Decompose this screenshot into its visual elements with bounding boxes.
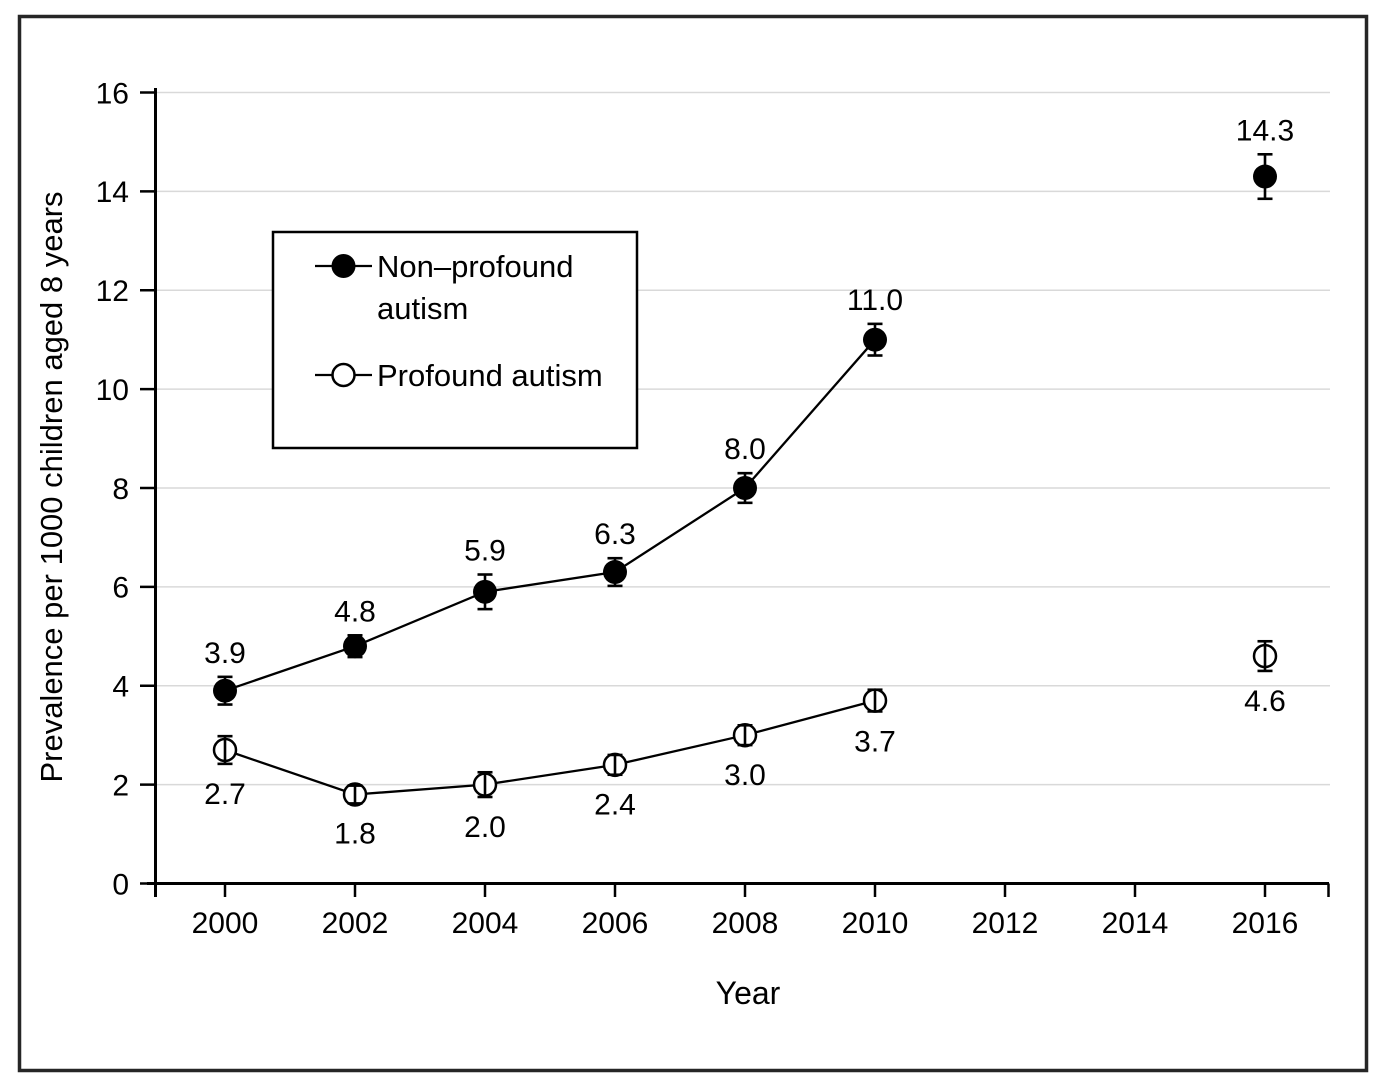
series-line-non-profound [224, 338, 876, 692]
data-label-profound-2004: 2.0 [464, 811, 506, 844]
series-line-profound [224, 699, 876, 796]
data-label-non-profound-2008: 8.0 [724, 433, 766, 466]
y-tick-label-0: 0 [112, 868, 129, 901]
marker-non-profound-2006 [603, 560, 627, 585]
legend-marker-profound [331, 362, 356, 388]
marker-non-profound-2002 [343, 634, 367, 659]
marker-non-profound-2004 [473, 579, 497, 604]
legend: Non–profound autism Profound autism [271, 230, 639, 450]
data-label-profound-2006: 2.4 [594, 789, 636, 822]
marker-non-profound-2008 [733, 476, 757, 500]
legend-marker-non-profound [331, 254, 356, 278]
x-tick-label-2002: 2002 [322, 907, 389, 940]
x-tick-label-2008: 2008 [712, 907, 779, 940]
y-tick-label-16: 16 [96, 77, 129, 110]
y-tick-labels: 0 2 4 6 8 10 12 14 16 [96, 77, 129, 901]
y-tick-label-12: 12 [96, 275, 129, 308]
data-label-profound-2002: 1.8 [334, 817, 376, 850]
series-non-profound: 3.9 4.8 5.9 6.3 8.0 11.0 14.3 [204, 114, 1294, 706]
y-tick-label-4: 4 [112, 671, 129, 704]
x-tick-label-2006: 2006 [582, 907, 649, 940]
y-tick-label-8: 8 [112, 473, 129, 506]
data-label-non-profound-2000: 3.9 [204, 637, 246, 670]
x-tick-label-2014: 2014 [1102, 907, 1169, 940]
x-tick-label-2010: 2010 [842, 907, 909, 940]
marker-non-profound-2000 [213, 678, 237, 703]
axes [140, 88, 1330, 897]
marker-non-profound-2016 [1253, 164, 1277, 189]
x-axis-title: Year [716, 975, 781, 1011]
data-label-non-profound-2004: 5.9 [464, 535, 506, 568]
data-label-non-profound-2002: 4.8 [334, 595, 376, 628]
data-label-profound-2010: 3.7 [854, 725, 896, 758]
y-tick-label-10: 10 [96, 374, 129, 407]
x-tick-label-2016: 2016 [1232, 907, 1299, 940]
legend-label-non-profound-line1: Non–profound [377, 249, 574, 284]
y-tick-label-6: 6 [112, 572, 129, 605]
y-tick-label-14: 14 [96, 176, 129, 209]
marker-non-profound-2010 [863, 327, 887, 352]
legend-label-profound: Profound autism [377, 358, 603, 393]
data-label-non-profound-2016: 14.3 [1236, 114, 1294, 147]
data-label-non-profound-2006: 6.3 [594, 518, 636, 551]
data-series: 3.9 4.8 5.9 6.3 8.0 11.0 14.3 2.7 1.8 2.0 2.4 3.0 3.… [204, 114, 1294, 850]
x-tick-label-2012: 2012 [972, 907, 1039, 940]
data-label-profound-2008: 3.0 [724, 759, 766, 792]
series-profound: 2.7 1.8 2.0 2.4 3.0 3.7 4.6 [204, 639, 1286, 850]
x-tick-labels: 2000 2002 2004 2006 2008 2010 2012 2014 2016 [192, 907, 1299, 940]
x-tick-label-2004: 2004 [452, 907, 519, 940]
legend-label-non-profound-line2: autism [377, 291, 468, 326]
data-label-non-profound-2010: 11.0 [847, 284, 903, 317]
y-axis-title: Prevalence per 1000 children aged 8 year… [34, 191, 69, 782]
x-tick-label-2000: 2000 [192, 907, 259, 940]
data-label-profound-2016: 4.6 [1244, 685, 1286, 718]
data-label-profound-2000: 2.7 [204, 778, 246, 811]
y-tick-label-2: 2 [112, 769, 129, 802]
